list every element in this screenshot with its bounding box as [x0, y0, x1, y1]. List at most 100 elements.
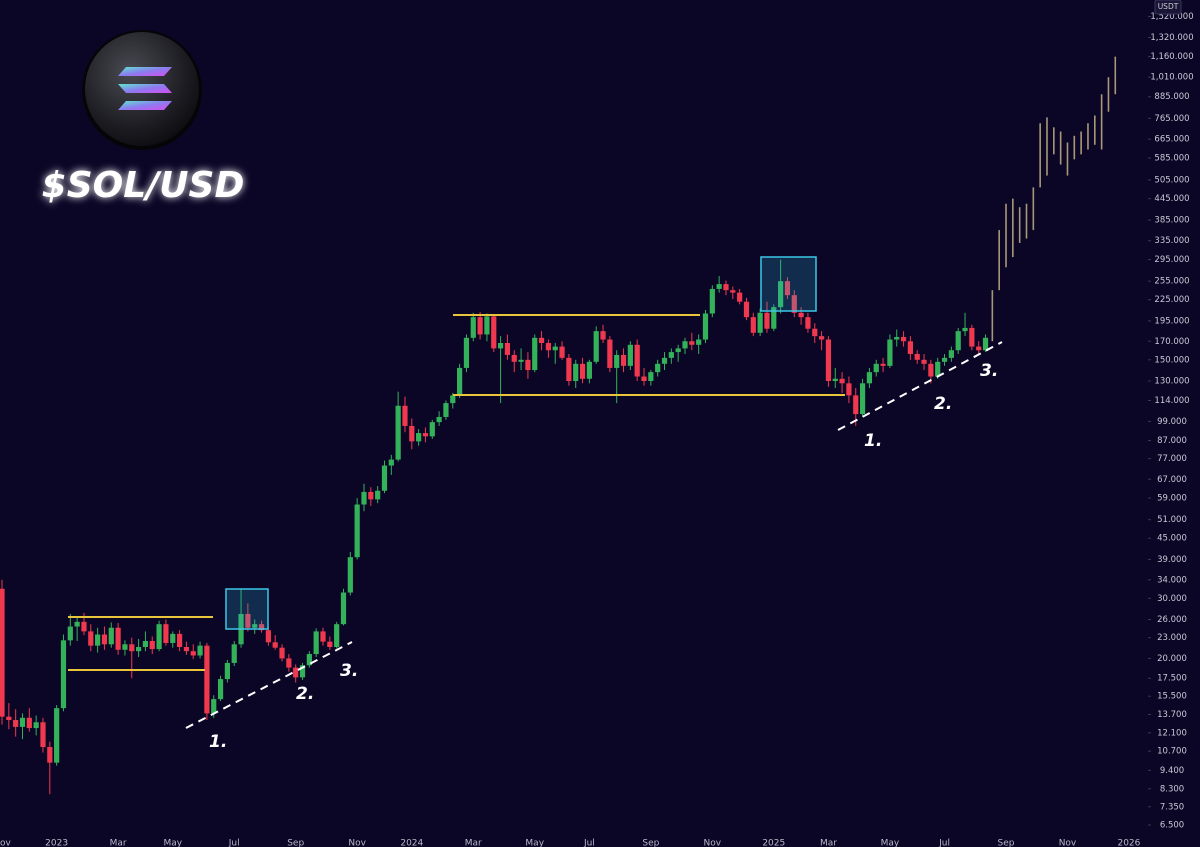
candle-body: [655, 363, 661, 373]
candle-body: [757, 312, 763, 333]
candle-body: [771, 307, 777, 329]
candle-body: [224, 662, 230, 680]
y-tick-label: 12.100: [1157, 728, 1187, 738]
x-tick-label: Mar: [110, 839, 127, 847]
candle-body: [620, 354, 627, 366]
annotation-labels: 1. 2. 3. 1. 2. 3.: [209, 361, 998, 752]
candle-body: [900, 336, 907, 342]
candle-body: [463, 337, 470, 368]
y-tick-label: 765.000: [1154, 114, 1189, 124]
candle-body: [982, 337, 989, 351]
candle-body: [320, 631, 326, 642]
x-tick-label: Nov: [704, 839, 722, 847]
y-tick-label: 8.300: [1160, 784, 1184, 794]
logo-stripe: [118, 101, 172, 110]
candle-body: [825, 339, 832, 382]
candle-body: [33, 722, 39, 729]
candle-body: [416, 433, 422, 442]
trend-line: [837, 341, 1003, 431]
candle-body: [668, 352, 674, 358]
candle-body: [149, 640, 155, 650]
candle-body: [54, 708, 60, 763]
y-tick-label: 335.000: [1154, 236, 1189, 246]
candle-body: [375, 490, 381, 500]
candle-body: [368, 491, 374, 500]
candle-body: [272, 642, 278, 648]
candle-body: [60, 640, 67, 709]
highlight-box: [760, 256, 817, 312]
candle-body: [607, 339, 613, 368]
y-tick-label: 87.000: [1157, 436, 1187, 446]
candle-body: [634, 344, 640, 377]
candle-body: [334, 624, 340, 648]
candle-body: [47, 747, 53, 763]
candle-body: [327, 641, 333, 648]
candle-body: [846, 383, 852, 396]
x-tick-label: Sep: [287, 839, 304, 847]
y-tick-label: 39.000: [1157, 555, 1187, 565]
candle-body: [859, 383, 866, 415]
y-tick-label: 885.000: [1154, 92, 1189, 102]
candle-body: [6, 716, 12, 721]
x-tick-label: Jul: [228, 839, 240, 847]
y-tick-label: 10.700: [1157, 747, 1187, 757]
candle-body: [258, 624, 265, 631]
y-tick-label: 1,160.000: [1150, 52, 1193, 62]
candle-body: [142, 640, 149, 648]
candle-body: [737, 292, 743, 302]
annotation-label: 3.: [340, 661, 358, 681]
candle-body: [819, 336, 825, 340]
candle-body: [627, 344, 633, 366]
y-tick-label: 67.000: [1157, 475, 1187, 485]
y-tick-label: 30.000: [1157, 594, 1187, 604]
candle-body: [573, 363, 579, 382]
candle-body: [409, 425, 415, 442]
candle-body: [484, 316, 490, 335]
candle-body: [26, 717, 32, 729]
candle-body: [67, 626, 73, 641]
candle-body: [176, 633, 183, 648]
y-tick-label: 15.500: [1157, 692, 1187, 702]
x-tick-label: 2024: [400, 839, 423, 847]
candle-body: [832, 378, 838, 382]
candle-body: [538, 337, 545, 344]
y-tick-label: 195.000: [1154, 316, 1189, 326]
candle-body: [518, 359, 524, 362]
candle-body: [709, 288, 715, 314]
candle-body: [955, 331, 961, 351]
x-tick-label: 2026: [1117, 839, 1140, 847]
y-tick-label: 26.000: [1157, 615, 1187, 625]
currency-label: USDT: [1158, 2, 1179, 11]
candle-body: [566, 357, 572, 382]
candle-body: [976, 346, 982, 351]
x-tick-label: Sep: [998, 839, 1015, 847]
candle-body: [730, 290, 736, 293]
candle-body: [436, 416, 442, 423]
x-tick-label: Mar: [465, 839, 482, 847]
y-tick-label: 150.000: [1154, 355, 1189, 365]
candle-body: [805, 317, 811, 329]
y-tick-label: 585.000: [1154, 154, 1189, 164]
y-tick-label: 665.000: [1154, 135, 1189, 145]
candle-body: [894, 336, 900, 340]
candle-body: [586, 361, 592, 379]
y-tick-label: 1,010.000: [1150, 73, 1193, 83]
chart-title: $SOL/USD: [42, 165, 245, 206]
candle-body: [477, 317, 483, 335]
y-tick-label: 45.000: [1157, 534, 1187, 544]
candle-body: [429, 422, 435, 437]
candle-body: [450, 395, 456, 404]
annotation-label: 1.: [864, 431, 882, 451]
candle-body: [190, 651, 196, 656]
candle-body: [129, 644, 135, 652]
candle-body: [265, 630, 271, 643]
candle-body: [600, 331, 606, 340]
annotation-label: 1.: [209, 732, 227, 752]
candle-body: [443, 403, 449, 417]
y-tick-label: 34.000: [1157, 575, 1187, 585]
candle-body: [723, 284, 729, 291]
candle-body: [470, 317, 476, 338]
candle-body: [791, 295, 797, 313]
